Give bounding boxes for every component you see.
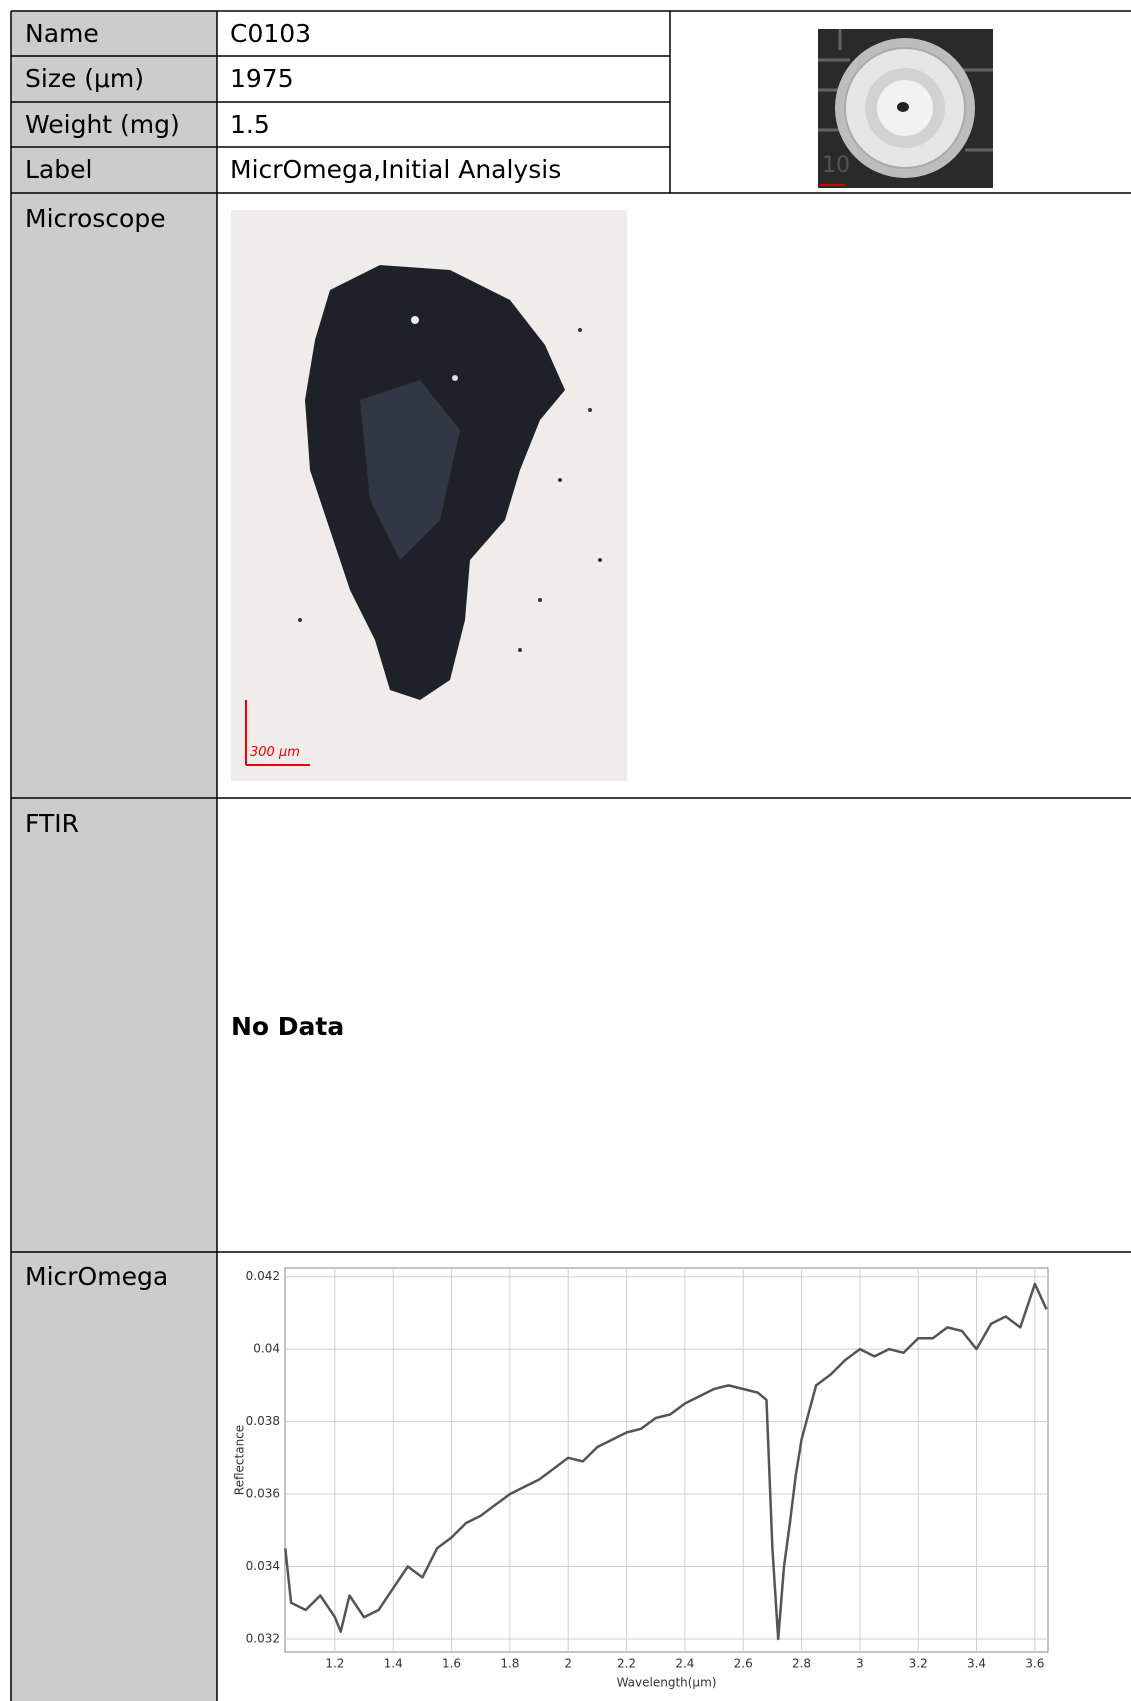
- x-tick-label: 1.6: [442, 1657, 461, 1671]
- x-tick-label: 2.2: [617, 1657, 636, 1671]
- x-tick-label: 2: [564, 1657, 572, 1671]
- row-label: Label: [25, 155, 92, 184]
- y-tick-label: 0.042: [246, 1269, 280, 1283]
- x-tick-label: 1.4: [384, 1657, 403, 1671]
- x-tick-label: 2.4: [675, 1657, 694, 1671]
- scale-bar-label: 300 μm: [250, 745, 300, 760]
- sample-thumbnail: 10: [818, 29, 993, 188]
- row-value: C0103: [230, 19, 311, 48]
- row-label: Weight (mg): [25, 110, 180, 139]
- x-tick-label: 1.8: [500, 1657, 519, 1671]
- y-axis-title: Reflectance: [233, 1425, 247, 1495]
- thumbnail-marker: 10: [822, 153, 850, 178]
- y-tick-label: 0.04: [253, 1342, 280, 1356]
- x-tick-label: 3.6: [1025, 1657, 1044, 1671]
- x-tick-label: 1.2: [325, 1657, 344, 1671]
- microscope-photo: 300 μm: [231, 210, 627, 781]
- table-borders: [10, 10, 1131, 1701]
- row-label: Microscope: [25, 204, 166, 233]
- row-value: 1975: [230, 64, 294, 93]
- x-tick-label: 2.8: [792, 1657, 811, 1671]
- x-tick-label: 3: [856, 1657, 864, 1671]
- y-tick-label: 0.032: [246, 1631, 280, 1645]
- plot-area: [284, 1267, 1049, 1653]
- row-label: Name: [25, 19, 99, 48]
- spectrum-line: [284, 1282, 1048, 1641]
- y-tick-label: 0.036: [246, 1487, 280, 1501]
- row-value: MicrOmega,Initial Analysis: [230, 155, 561, 184]
- x-tick-label: 2.6: [734, 1657, 753, 1671]
- x-tick-label: 3.2: [909, 1657, 928, 1671]
- micromega-chart: 0.032 0.034 0.036 0.038 0.04 0.042 1.2 1.4 1.6 1.…: [233, 1267, 1049, 1690]
- x-axis-title: Wavelength(μm): [617, 1676, 717, 1690]
- row-value: 1.5: [230, 110, 270, 139]
- row-label: Size (μm): [25, 64, 144, 93]
- row-label: MicrOmega: [25, 1262, 168, 1291]
- no-data: No Data: [231, 1012, 344, 1041]
- y-tick-label: 0.034: [246, 1559, 280, 1573]
- y-tick-label: 0.038: [246, 1414, 280, 1428]
- label-column: [11, 11, 217, 1701]
- row-label: FTIR: [25, 809, 79, 838]
- x-tick-label: 3.4: [967, 1657, 986, 1671]
